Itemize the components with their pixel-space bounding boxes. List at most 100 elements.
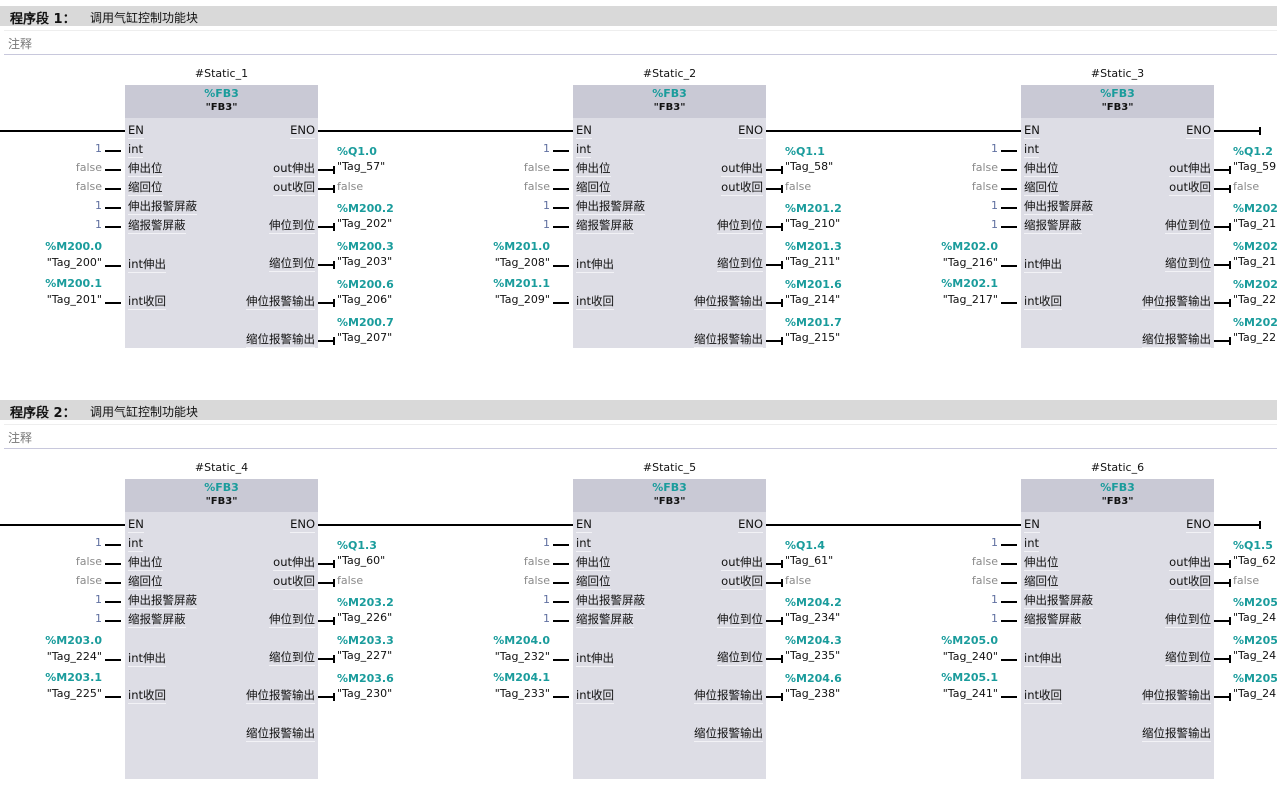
output-address[interactable]: %Q1.5: [1233, 539, 1273, 552]
input-address[interactable]: %M203.1: [45, 671, 102, 684]
input-address[interactable]: %M203.0: [45, 634, 102, 647]
function-block[interactable]: %FB3 "FB3" EN ENO int 伸出位 缩回位 伸出报警屏蔽 缩报警屏蔽 int伸出 i…: [1021, 85, 1214, 348]
output-address[interactable]: %M205.: [1233, 634, 1277, 647]
function-block[interactable]: %FB3 "FB3" EN ENO int 伸出位 缩回位 伸出报警屏蔽 缩报警屏蔽 int伸出 i…: [125, 479, 318, 779]
function-block[interactable]: %FB3 "FB3" EN ENO int 伸出位 缩回位 伸出报警屏蔽 缩报警屏蔽 int伸出 i…: [573, 479, 766, 779]
output-address[interactable]: %M201.7: [785, 316, 842, 329]
output-address[interactable]: %M201.6: [785, 278, 842, 291]
network-title-bar[interactable]: 程序段 2： 调用气缸控制功能块: [0, 400, 1277, 421]
output-tag[interactable]: "Tag_207": [337, 331, 393, 344]
input-address[interactable]: %M204.1: [493, 671, 550, 684]
output-value[interactable]: false: [1233, 180, 1260, 193]
input-tag[interactable]: "Tag_201": [46, 293, 102, 306]
output-tag[interactable]: "Tag_234": [785, 611, 841, 624]
network-title[interactable]: 调用气缸控制功能块: [90, 11, 199, 25]
input-value[interactable]: 1: [543, 142, 550, 155]
instance-db-label[interactable]: #Static_2: [642, 67, 697, 80]
output-address[interactable]: %M203.6: [337, 672, 394, 685]
input-tag[interactable]: "Tag_225": [46, 687, 102, 700]
input-value[interactable]: 1: [991, 218, 998, 231]
input-value[interactable]: false: [523, 574, 550, 587]
output-tag[interactable]: "Tag_21: [1233, 255, 1277, 268]
output-tag[interactable]: "Tag_22: [1233, 293, 1277, 306]
output-address[interactable]: %M205.: [1233, 596, 1277, 609]
output-tag[interactable]: "Tag_57": [337, 160, 386, 173]
input-value[interactable]: 1: [543, 199, 550, 212]
input-value[interactable]: 1: [991, 536, 998, 549]
input-value[interactable]: 1: [95, 218, 102, 231]
output-address[interactable]: %M200.3: [337, 240, 394, 253]
output-tag[interactable]: "Tag_22: [1233, 331, 1277, 344]
input-value[interactable]: 1: [991, 199, 998, 212]
output-value[interactable]: false: [785, 574, 812, 587]
input-value[interactable]: 1: [543, 612, 550, 625]
output-tag[interactable]: "Tag_206": [337, 293, 393, 306]
output-address[interactable]: %M200.7: [337, 316, 394, 329]
input-address[interactable]: %M205.1: [941, 671, 998, 684]
input-value[interactable]: 1: [991, 593, 998, 606]
output-value[interactable]: false: [337, 574, 364, 587]
input-address[interactable]: %M202.1: [941, 277, 998, 290]
instance-db-label[interactable]: #Static_3: [1090, 67, 1145, 80]
output-address[interactable]: %M201.2: [785, 202, 842, 215]
output-address[interactable]: %Q1.2: [1233, 145, 1273, 158]
output-tag[interactable]: "Tag_58": [785, 160, 834, 173]
output-tag[interactable]: "Tag_235": [785, 649, 841, 662]
network-title-bar[interactable]: 程序段 1： 调用气缸控制功能块: [0, 6, 1277, 27]
output-tag[interactable]: "Tag_62: [1233, 554, 1277, 567]
output-address[interactable]: %M204.3: [785, 634, 842, 647]
input-value[interactable]: false: [971, 180, 998, 193]
output-tag[interactable]: "Tag_24: [1233, 649, 1277, 662]
output-address[interactable]: %M203.2: [337, 596, 394, 609]
input-value[interactable]: 1: [543, 593, 550, 606]
output-address[interactable]: %M204.6: [785, 672, 842, 685]
output-tag[interactable]: "Tag_215": [785, 331, 841, 344]
output-tag[interactable]: "Tag_238": [785, 687, 841, 700]
input-tag[interactable]: "Tag_216": [942, 256, 998, 269]
input-address[interactable]: %M201.1: [493, 277, 550, 290]
output-tag[interactable]: "Tag_214": [785, 293, 841, 306]
input-value[interactable]: 1: [991, 142, 998, 155]
input-value[interactable]: false: [523, 180, 550, 193]
input-tag[interactable]: "Tag_217": [942, 293, 998, 306]
output-tag[interactable]: "Tag_21: [1233, 217, 1277, 230]
output-address[interactable]: %Q1.3: [337, 539, 377, 552]
output-tag[interactable]: "Tag_226": [337, 611, 393, 624]
output-tag[interactable]: "Tag_24: [1233, 687, 1277, 700]
output-tag[interactable]: "Tag_210": [785, 217, 841, 230]
input-value[interactable]: false: [523, 161, 550, 174]
output-address[interactable]: %M200.6: [337, 278, 394, 291]
output-address[interactable]: %M202.: [1233, 202, 1277, 215]
output-address[interactable]: %Q1.1: [785, 145, 825, 158]
output-tag[interactable]: "Tag_227": [337, 649, 393, 662]
input-address[interactable]: %M204.0: [493, 634, 550, 647]
output-tag[interactable]: "Tag_211": [785, 255, 841, 268]
input-tag[interactable]: "Tag_240": [942, 650, 998, 663]
input-value[interactable]: 1: [95, 142, 102, 155]
input-address[interactable]: %M201.0: [493, 240, 550, 253]
network-comment[interactable]: 注释: [4, 30, 1277, 55]
output-address[interactable]: %Q1.0: [337, 145, 377, 158]
function-block[interactable]: %FB3 "FB3" EN ENO int 伸出位 缩回位 伸出报警屏蔽 缩报警屏蔽 int伸出 i…: [1021, 479, 1214, 779]
network-title[interactable]: 调用气缸控制功能块: [90, 405, 199, 419]
input-value[interactable]: 1: [95, 612, 102, 625]
output-tag[interactable]: "Tag_61": [785, 554, 834, 567]
input-tag[interactable]: "Tag_224": [46, 650, 102, 663]
output-address[interactable]: %M201.3: [785, 240, 842, 253]
input-value[interactable]: false: [971, 161, 998, 174]
input-value[interactable]: false: [971, 574, 998, 587]
function-block[interactable]: %FB3 "FB3" EN ENO int 伸出位 缩回位 伸出报警屏蔽 缩报警屏蔽 int伸出 i…: [125, 85, 318, 348]
output-address[interactable]: %M200.2: [337, 202, 394, 215]
input-value[interactable]: false: [75, 161, 102, 174]
output-tag[interactable]: "Tag_59: [1233, 160, 1277, 173]
input-tag[interactable]: "Tag_233": [494, 687, 550, 700]
output-tag[interactable]: "Tag_24: [1233, 611, 1277, 624]
input-address[interactable]: %M202.0: [941, 240, 998, 253]
input-tag[interactable]: "Tag_241": [942, 687, 998, 700]
output-address[interactable]: %M202.: [1233, 240, 1277, 253]
input-tag[interactable]: "Tag_208": [494, 256, 550, 269]
output-address[interactable]: %Q1.4: [785, 539, 825, 552]
output-tag[interactable]: "Tag_60": [337, 554, 386, 567]
instance-db-label[interactable]: #Static_1: [194, 67, 249, 80]
network-comment[interactable]: 注释: [4, 424, 1277, 449]
